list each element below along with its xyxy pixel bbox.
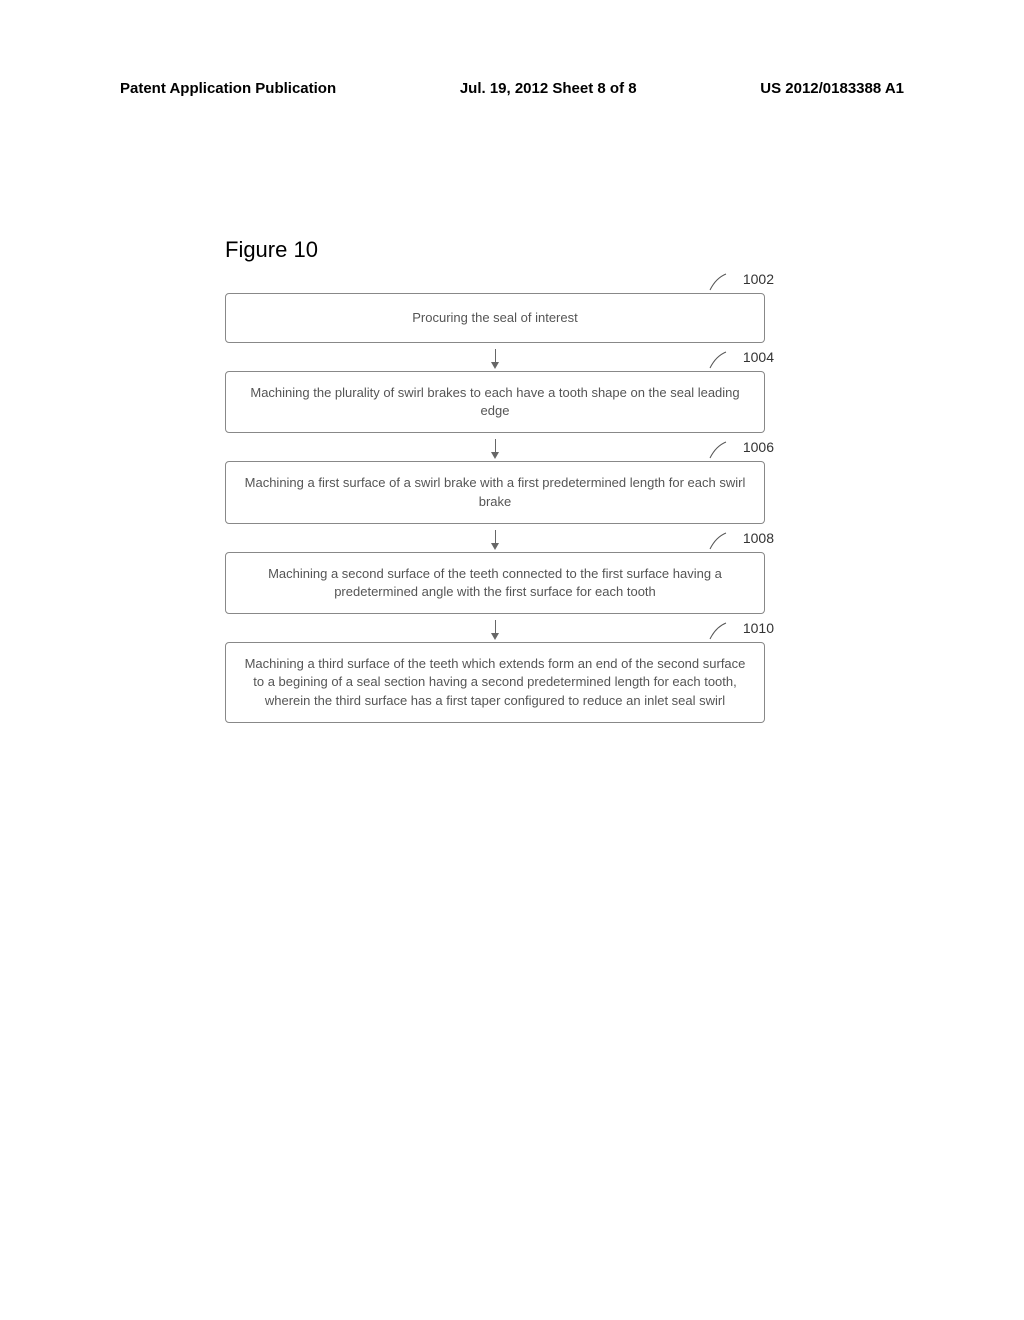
ref-label: 1010 <box>743 619 774 639</box>
page-header: Patent Application Publication Jul. 19, … <box>0 0 1024 97</box>
ref-label: 1008 <box>743 529 774 549</box>
ref-curve-icon <box>708 272 728 292</box>
flow-box-text: Machining a first surface of a swirl bra… <box>245 475 746 508</box>
flow-arrow <box>225 343 765 371</box>
flow-arrow <box>225 433 765 461</box>
ref-curve-icon <box>708 440 728 460</box>
flow-box-1010: 1010 Machining a third surface of the te… <box>225 642 765 723</box>
ref-label: 1002 <box>743 270 774 290</box>
flow-box-1006: 1006 Machining a first surface of a swir… <box>225 461 765 523</box>
ref-curve-icon <box>708 531 728 551</box>
figure-area: Figure 10 1002 Procuring the seal of int… <box>0 97 1024 723</box>
flow-box-text: Machining the plurality of swirl brakes … <box>250 385 739 418</box>
flow-box-text: Procuring the seal of interest <box>412 309 577 327</box>
flow-box-text: Machining a second surface of the teeth … <box>268 566 722 599</box>
arrow-head-icon <box>491 633 499 640</box>
flow-box-1004: 1004 Machining the plurality of swirl br… <box>225 371 765 433</box>
arrow-head-icon <box>491 452 499 459</box>
figure-title: Figure 10 <box>225 237 1024 263</box>
header-left: Patent Application Publication <box>120 80 336 97</box>
header-center: Jul. 19, 2012 Sheet 8 of 8 <box>460 80 637 97</box>
flow-box-1002: 1002 Procuring the seal of interest <box>225 293 765 343</box>
flow-arrow <box>225 524 765 552</box>
arrow-head-icon <box>491 543 499 550</box>
ref-label: 1004 <box>743 348 774 368</box>
flow-box-1008: 1008 Machining a second surface of the t… <box>225 552 765 614</box>
flow-arrow <box>225 614 765 642</box>
ref-label: 1006 <box>743 438 774 458</box>
header-right: US 2012/0183388 A1 <box>760 80 904 97</box>
ref-curve-icon <box>708 350 728 370</box>
flow-box-text: Machining a third surface of the teeth w… <box>245 656 746 707</box>
ref-curve-icon <box>708 621 728 641</box>
flowchart: 1002 Procuring the seal of interest 1004… <box>225 293 765 723</box>
arrow-head-icon <box>491 362 499 369</box>
